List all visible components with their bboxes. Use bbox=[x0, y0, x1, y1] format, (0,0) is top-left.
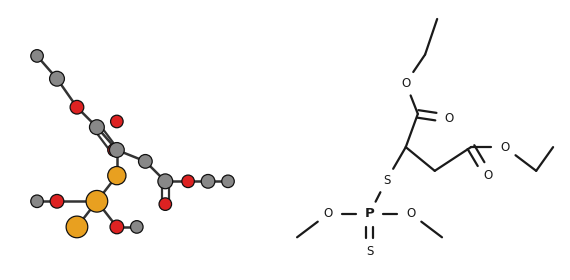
Circle shape bbox=[109, 143, 124, 157]
Circle shape bbox=[31, 195, 43, 207]
Circle shape bbox=[158, 174, 173, 189]
Text: P: P bbox=[365, 207, 374, 220]
Text: O: O bbox=[406, 207, 415, 220]
Circle shape bbox=[182, 175, 194, 188]
Circle shape bbox=[222, 175, 234, 188]
Circle shape bbox=[201, 174, 215, 188]
Circle shape bbox=[108, 167, 126, 185]
Circle shape bbox=[31, 50, 43, 62]
Circle shape bbox=[86, 190, 108, 212]
Circle shape bbox=[159, 198, 172, 210]
Circle shape bbox=[50, 194, 64, 208]
Circle shape bbox=[89, 120, 104, 135]
Circle shape bbox=[66, 216, 88, 238]
Text: O: O bbox=[445, 112, 454, 125]
Circle shape bbox=[50, 71, 64, 86]
Circle shape bbox=[110, 220, 124, 234]
Circle shape bbox=[108, 144, 120, 156]
Text: O: O bbox=[483, 169, 492, 182]
Circle shape bbox=[111, 115, 123, 128]
Text: O: O bbox=[401, 76, 410, 90]
Circle shape bbox=[131, 221, 143, 233]
Text: S: S bbox=[366, 245, 373, 258]
Circle shape bbox=[70, 101, 84, 114]
Text: S: S bbox=[382, 174, 390, 187]
Circle shape bbox=[139, 155, 152, 168]
Text: O: O bbox=[500, 141, 510, 154]
Text: O: O bbox=[324, 207, 333, 220]
